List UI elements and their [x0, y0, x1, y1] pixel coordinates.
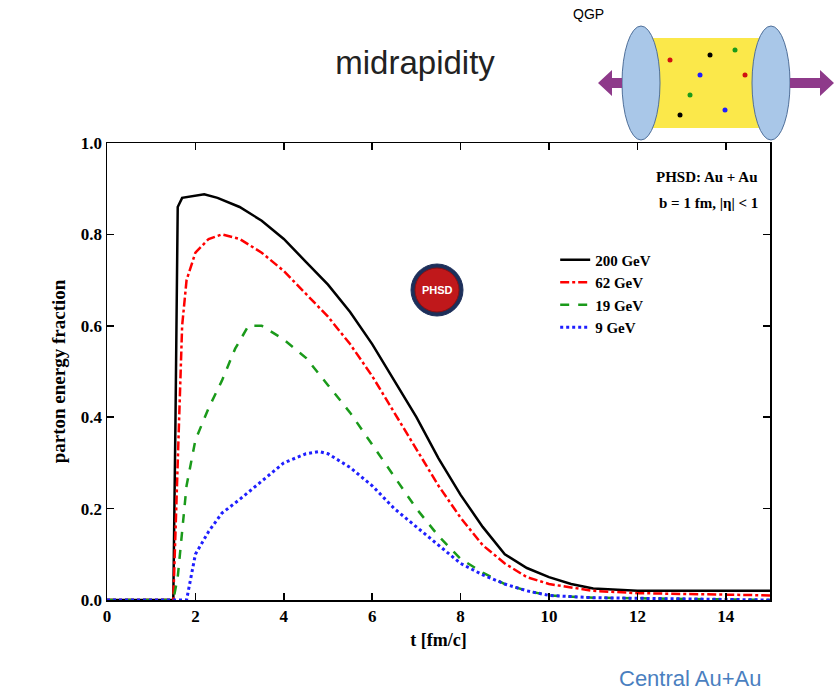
svg-text:4: 4: [280, 607, 289, 626]
svg-text:0.8: 0.8: [81, 225, 102, 244]
svg-text:62 GeV: 62 GeV: [595, 275, 643, 291]
svg-text:14: 14: [717, 607, 735, 626]
svg-text:0.4: 0.4: [81, 408, 103, 427]
svg-text:QGP: QGP: [573, 6, 604, 22]
svg-text:9 GeV: 9 GeV: [595, 320, 636, 336]
svg-text:12: 12: [629, 607, 646, 626]
svg-text:19 GeV: 19 GeV: [595, 298, 643, 314]
svg-text:midrapidity: midrapidity: [335, 44, 495, 81]
svg-text:10: 10: [541, 607, 558, 626]
svg-text:0.0: 0.0: [81, 591, 102, 610]
svg-text:b = 1 fm, |η| < 1: b = 1 fm, |η| < 1: [659, 195, 758, 211]
svg-text:PHSD: Au + Au: PHSD: Au + Au: [656, 169, 758, 185]
svg-text:0.6: 0.6: [81, 317, 102, 336]
svg-text:parton energy fraction: parton energy fraction: [48, 279, 69, 463]
svg-text:8: 8: [456, 607, 465, 626]
svg-text:Central Au+Au: Central Au+Au: [619, 666, 761, 691]
svg-text:6: 6: [368, 607, 377, 626]
svg-text:0: 0: [103, 607, 112, 626]
svg-text:2: 2: [191, 607, 200, 626]
svg-text:1.0: 1.0: [81, 134, 102, 153]
svg-text:0.2: 0.2: [81, 500, 102, 519]
svg-text:200 GeV: 200 GeV: [595, 253, 651, 269]
svg-text:PHSD: PHSD: [422, 284, 453, 296]
svg-text:t [fm/c]: t [fm/c]: [410, 630, 466, 650]
